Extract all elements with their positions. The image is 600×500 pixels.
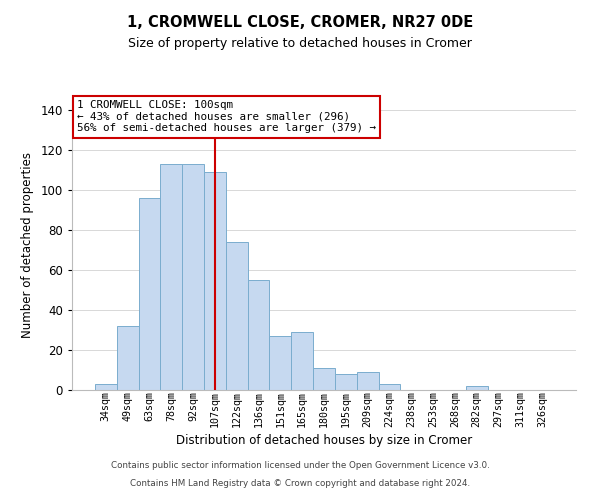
Text: 1, CROMWELL CLOSE, CROMER, NR27 0DE: 1, CROMWELL CLOSE, CROMER, NR27 0DE: [127, 15, 473, 30]
Bar: [269, 336, 291, 390]
Bar: [117, 326, 139, 390]
Bar: [466, 386, 488, 390]
Y-axis label: Number of detached properties: Number of detached properties: [20, 152, 34, 338]
Bar: [248, 280, 269, 390]
Bar: [139, 198, 160, 390]
Bar: [160, 164, 182, 390]
Bar: [357, 372, 379, 390]
X-axis label: Distribution of detached houses by size in Cromer: Distribution of detached houses by size …: [176, 434, 472, 448]
Bar: [379, 384, 400, 390]
Bar: [204, 172, 226, 390]
Text: Size of property relative to detached houses in Cromer: Size of property relative to detached ho…: [128, 38, 472, 51]
Bar: [226, 242, 248, 390]
Bar: [291, 332, 313, 390]
Text: 1 CROMWELL CLOSE: 100sqm
← 43% of detached houses are smaller (296)
56% of semi-: 1 CROMWELL CLOSE: 100sqm ← 43% of detach…: [77, 100, 376, 133]
Text: Contains HM Land Registry data © Crown copyright and database right 2024.: Contains HM Land Registry data © Crown c…: [130, 478, 470, 488]
Text: Contains public sector information licensed under the Open Government Licence v3: Contains public sector information licen…: [110, 461, 490, 470]
Bar: [335, 374, 357, 390]
Bar: [95, 384, 117, 390]
Bar: [313, 368, 335, 390]
Bar: [182, 164, 204, 390]
